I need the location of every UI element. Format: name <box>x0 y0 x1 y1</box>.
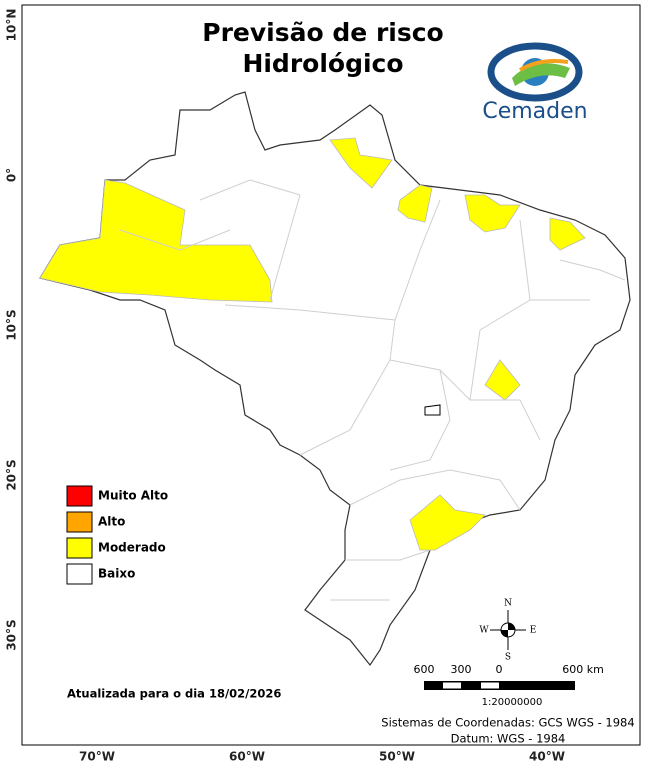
latitude-label: 10°N <box>5 9 19 42</box>
risk-area <box>484 359 521 401</box>
risk-areas <box>39 137 586 551</box>
compass-letter: N <box>504 599 512 609</box>
scale-label: 600 km <box>562 663 604 676</box>
logo <box>487 42 583 102</box>
longitude-label: 70°W <box>79 750 115 764</box>
scale-label: 300 <box>451 663 472 676</box>
title-line: Previsão de risco <box>202 18 443 47</box>
title-line: Hidrológico <box>242 49 403 78</box>
country-outline <box>39 91 631 667</box>
state-boundaries <box>119 179 626 601</box>
risk-area <box>329 137 393 189</box>
legend-label: Muito Alto <box>98 489 168 503</box>
compass-letter: E <box>530 626 537 636</box>
compass-letter: W <box>479 626 489 636</box>
legend-label: Moderado <box>98 541 166 555</box>
legend-swatch <box>66 537 93 559</box>
risk-area <box>409 494 486 551</box>
logo-text: Cemaden <box>482 99 587 124</box>
latitude-label: 30°S <box>5 619 19 650</box>
legend: Muito Alto Alto Moderado Baixo <box>66 485 168 585</box>
scale-ratio: 1:20000000 <box>482 697 543 708</box>
federal-district <box>424 404 441 416</box>
scale-bar <box>424 681 575 690</box>
updated-date: Atualizada para o dia 18/02/2026 <box>67 687 281 701</box>
legend-label: Baixo <box>98 567 135 581</box>
risk-area <box>549 217 586 251</box>
legend-label: Alto <box>98 515 125 529</box>
risk-area <box>397 184 433 223</box>
legend-swatch <box>66 485 93 507</box>
scale-label: 600 <box>414 663 435 676</box>
latitude-label: 10°S <box>5 309 19 340</box>
footer-line: Sistemas de Coordenadas: GCS WGS - 1984 <box>381 716 634 730</box>
risk-area <box>464 194 521 233</box>
compass <box>490 610 526 650</box>
legend-swatch <box>66 511 93 533</box>
risk-area <box>39 179 273 303</box>
scale-label: 0 <box>496 663 503 676</box>
longitude-label: 50°W <box>379 750 415 764</box>
latitude-label: 20°S <box>5 459 19 490</box>
footer-line: Datum: WGS - 1984 <box>451 732 566 746</box>
longitude-label: 60°W <box>229 750 265 764</box>
longitude-label: 40°W <box>529 750 565 764</box>
latitude-label: 0° <box>5 168 19 182</box>
legend-swatch <box>66 563 93 585</box>
compass-letter: S <box>505 653 511 663</box>
